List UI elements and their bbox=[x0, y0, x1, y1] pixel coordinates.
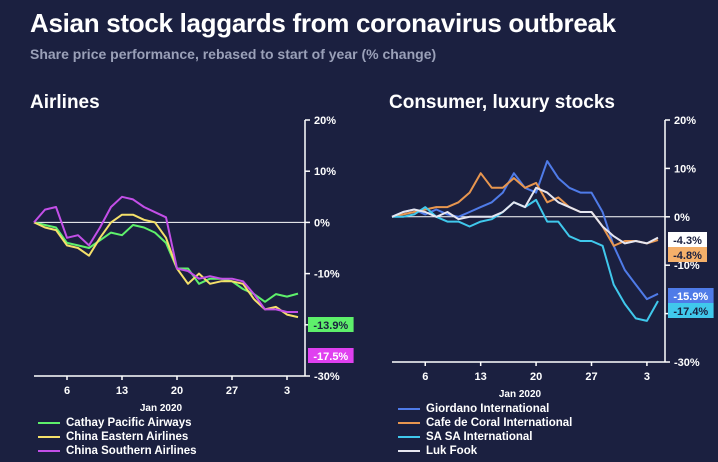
end-label: -13.9% bbox=[313, 320, 348, 332]
x-tick-label: 3 bbox=[284, 385, 290, 397]
legend-label: Cafe de Coral International bbox=[426, 417, 573, 429]
y-tick-label: 20% bbox=[674, 115, 696, 127]
x-axis-label: Jan 2020 bbox=[499, 389, 542, 400]
legend-label: Luk Fook bbox=[426, 445, 478, 457]
y-tick-label: 0% bbox=[314, 217, 330, 229]
legend-swatch bbox=[398, 422, 420, 424]
consumer-legend: Giordano International Cafe de Coral Inte… bbox=[398, 402, 572, 458]
end-label-box bbox=[668, 303, 714, 318]
legend-swatch bbox=[38, 422, 60, 424]
y-tick-label: 10% bbox=[674, 163, 696, 175]
legend-item: SA SA International bbox=[398, 430, 572, 444]
end-label-box bbox=[668, 288, 714, 303]
end-label: -4.3% bbox=[673, 235, 702, 247]
end-label: -4.8% bbox=[673, 250, 702, 262]
y-tick-label: 0% bbox=[674, 212, 690, 224]
series-line-luk-fook bbox=[391, 186, 659, 245]
legend-swatch bbox=[38, 436, 60, 438]
y-tick-label: -30% bbox=[674, 357, 700, 369]
legend-item: China Southern Airlines bbox=[38, 444, 197, 458]
y-tick-label: 20% bbox=[314, 115, 336, 127]
y-tick-label: 10% bbox=[314, 166, 336, 178]
legend-item: Luk Fook bbox=[398, 444, 572, 458]
end-label-box bbox=[308, 348, 354, 363]
x-tick-label: 27 bbox=[226, 385, 238, 397]
y-tick-label: -10% bbox=[314, 269, 340, 281]
series-line-giordano-international bbox=[391, 160, 659, 301]
y-tick-label: -10% bbox=[674, 260, 700, 272]
x-tick-label: 6 bbox=[64, 385, 70, 397]
end-label: -15.9% bbox=[673, 291, 708, 303]
legend-label: Giordano International bbox=[426, 403, 550, 415]
series-line-sa-sa-international bbox=[392, 198, 659, 322]
x-tick-label: 13 bbox=[116, 385, 128, 397]
legend-swatch bbox=[398, 450, 420, 452]
x-axis-label: Jan 2020 bbox=[140, 403, 183, 414]
end-label-box bbox=[668, 247, 707, 262]
legend-label: China Southern Airlines bbox=[66, 445, 197, 457]
legend-label: SA SA International bbox=[426, 431, 533, 443]
page-title: Asian stock laggards from coronavirus ou… bbox=[30, 8, 616, 38]
end-label-box bbox=[308, 317, 354, 332]
legend-item: China Eastern Airlines bbox=[38, 430, 197, 444]
x-tick-label: 20 bbox=[530, 371, 542, 383]
legend-item: Cafe de Coral International bbox=[398, 416, 572, 430]
page-subtitle: Share price performance, rebased to star… bbox=[30, 46, 437, 62]
x-tick-label: 20 bbox=[171, 385, 183, 397]
legend-item: Cathay Pacific Airways bbox=[38, 416, 197, 430]
end-label: -17.5% bbox=[313, 351, 348, 363]
legend-swatch bbox=[398, 408, 420, 410]
x-tick-label: 6 bbox=[422, 371, 428, 383]
series-line-cafe-de-coral-international bbox=[391, 172, 659, 247]
legend-swatch bbox=[398, 436, 420, 438]
legend-item: Giordano International bbox=[398, 402, 572, 416]
end-label-box bbox=[668, 232, 707, 247]
x-tick-label: 3 bbox=[644, 371, 650, 383]
legend-label: Cathay Pacific Airways bbox=[66, 417, 192, 429]
x-tick-label: 13 bbox=[475, 371, 487, 383]
x-tick-label: 27 bbox=[585, 371, 597, 383]
legend-swatch bbox=[38, 450, 60, 452]
consumer-chart-title: Consumer, luxury stocks bbox=[389, 92, 615, 113]
legend-label: China Eastern Airlines bbox=[66, 431, 189, 443]
airlines-legend: Cathay Pacific Airways China Eastern Airl… bbox=[38, 416, 197, 458]
end-label: -17.4% bbox=[673, 306, 708, 318]
y-tick-label: -30% bbox=[314, 371, 340, 383]
airlines-chart-title: Airlines bbox=[30, 92, 100, 113]
